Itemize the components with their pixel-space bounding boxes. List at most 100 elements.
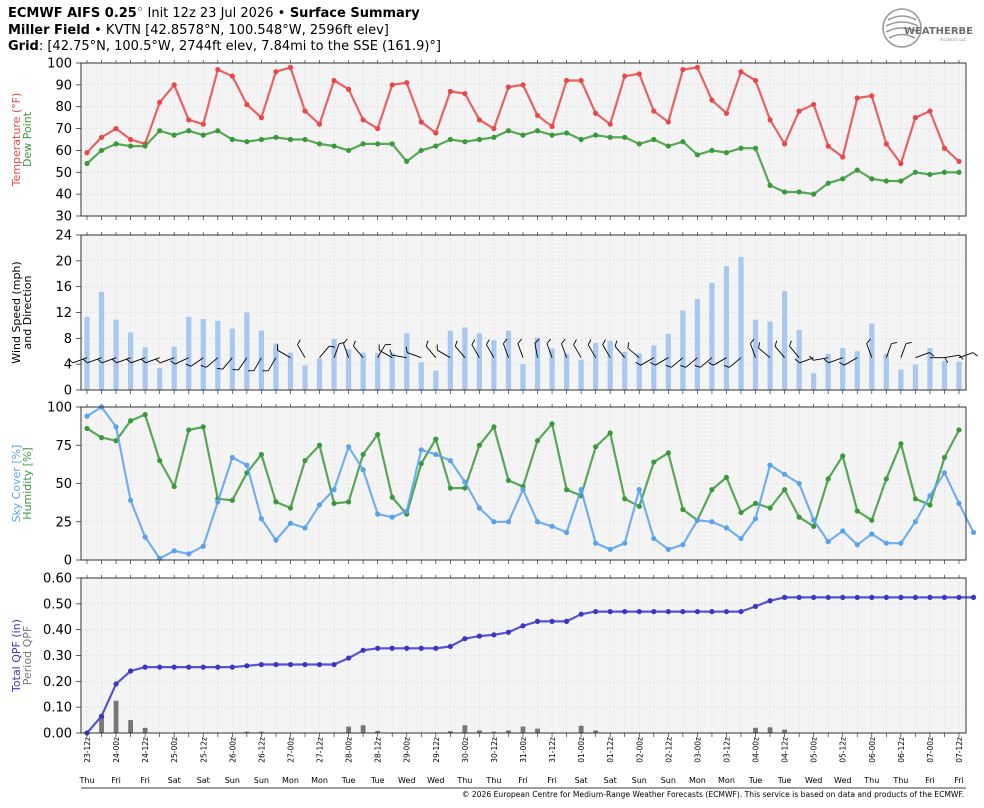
logo-subtext: Analytics LLC — [940, 37, 967, 42]
dew-point-point — [549, 132, 555, 138]
temperature-point — [505, 84, 512, 90]
sky-cover-point — [927, 493, 933, 499]
product-title: Surface Summary — [285, 6, 420, 21]
wind-speed-bar — [186, 317, 192, 390]
degree-symbol: ° — [136, 6, 144, 21]
wind-barb-flag — [297, 339, 301, 345]
time-tick-label: 25-12z — [199, 737, 208, 763]
sky-cover-point — [128, 497, 134, 503]
humidity-point — [665, 450, 671, 456]
total-qpf-point — [578, 611, 584, 617]
sky-cover-point — [316, 502, 323, 508]
wind-barb — [297, 339, 306, 358]
temperature-point — [636, 71, 642, 77]
wind-barb — [170, 357, 189, 365]
day-tick-label: Wed — [398, 776, 415, 785]
dew-point-point — [128, 143, 134, 149]
humidity-point — [869, 517, 875, 523]
wind-barb — [546, 338, 553, 358]
total-qpf-point — [636, 608, 642, 615]
temperature-point — [447, 88, 453, 95]
day-tick-label: Sun — [632, 776, 647, 785]
temperature-point — [273, 69, 279, 75]
sky-cover-point — [767, 462, 773, 468]
dew-point-point — [186, 128, 192, 134]
total-qpf-point — [898, 594, 904, 600]
wind-speed-bar — [956, 361, 962, 390]
total-qpf-point — [491, 632, 497, 638]
temperature-point — [927, 108, 933, 114]
wind-barb — [126, 357, 146, 364]
wind-barb-flag — [343, 338, 348, 344]
period-qpf-bar — [360, 725, 366, 733]
wind-speed-bar — [622, 351, 628, 390]
wind-barb-staff — [758, 347, 771, 359]
total-qpf-point — [171, 664, 177, 670]
station-info: • KVTN [42.8578°N, 100.548°W, 2596ft ele… — [89, 22, 389, 38]
total-qpf-point — [854, 594, 860, 600]
wind-speed-bar — [142, 347, 148, 390]
period-qpf-bar — [447, 731, 453, 733]
wind-barb-flag — [774, 340, 778, 347]
dew-point-point — [520, 132, 526, 138]
y-tick-label: 0.30 — [43, 649, 72, 664]
dew-point-point — [346, 147, 352, 154]
time-tick-label: 04-00z — [752, 737, 761, 763]
wind-barb-flag — [649, 361, 656, 366]
day-tick-label: Wed — [427, 776, 444, 785]
wind-barb-staff — [944, 354, 960, 359]
sky-cover-line — [86, 405, 975, 560]
wind-speed-bar — [898, 369, 904, 390]
temperature-point — [302, 108, 308, 114]
wind-barb — [405, 346, 422, 359]
wind-barb-flag — [97, 358, 103, 364]
dew-point-point — [607, 134, 613, 140]
wind-barb — [758, 342, 771, 359]
wind-barb — [561, 338, 568, 358]
total-qpf-point — [273, 661, 279, 668]
wind-barb — [587, 339, 597, 358]
wind-barb-staff — [749, 343, 756, 358]
sky-cover-point — [418, 447, 424, 453]
dew-point-point — [476, 136, 482, 143]
dew-point-point — [157, 128, 163, 134]
panel-2-ylabel-1: Humidity [%] — [21, 447, 34, 519]
wind-barb — [635, 357, 655, 366]
humidity-point — [738, 509, 744, 516]
day-tick-label: Sat — [197, 776, 210, 785]
day-tick-label: Sat — [604, 776, 617, 785]
temperature-point — [898, 160, 904, 167]
total-qpf-point — [505, 629, 512, 635]
y-tick-label: 100 — [47, 57, 72, 72]
wind-barb-staff — [486, 344, 495, 358]
wind-barb-flag — [929, 352, 935, 357]
temperature-point — [476, 117, 482, 123]
temperature-point — [375, 125, 381, 132]
wind-barb — [517, 338, 524, 358]
dew-point-point — [854, 167, 860, 173]
wind-barb — [454, 340, 466, 358]
wind-speed-bar — [331, 338, 337, 390]
header-line-2: Miller Field • KVTN [42.8578°N, 100.548°… — [8, 23, 441, 40]
temperature-point — [244, 101, 250, 108]
wind-speed-bar — [694, 298, 700, 390]
total-qpf-point — [869, 594, 875, 600]
humidity-point — [680, 506, 686, 513]
wind-speed-bar — [651, 345, 657, 390]
humidity-point — [854, 508, 860, 514]
sky-cover-point — [462, 479, 468, 485]
total-qpf-point — [520, 623, 526, 629]
day-tick-label: Thu — [863, 776, 879, 785]
wind-barb-flag — [789, 340, 792, 347]
period-qpf-bar — [520, 726, 526, 733]
wind-speed-bar — [316, 358, 323, 390]
dew-point-point — [622, 134, 628, 140]
temperature-point — [346, 86, 352, 92]
period-qpf-bar — [128, 720, 133, 733]
wind-barb-flag — [809, 355, 814, 361]
sky-cover-point — [258, 516, 264, 522]
wind-barb-staff — [101, 357, 117, 364]
wind-barb — [353, 340, 364, 358]
time-tick-label: 30-12z — [490, 737, 499, 763]
